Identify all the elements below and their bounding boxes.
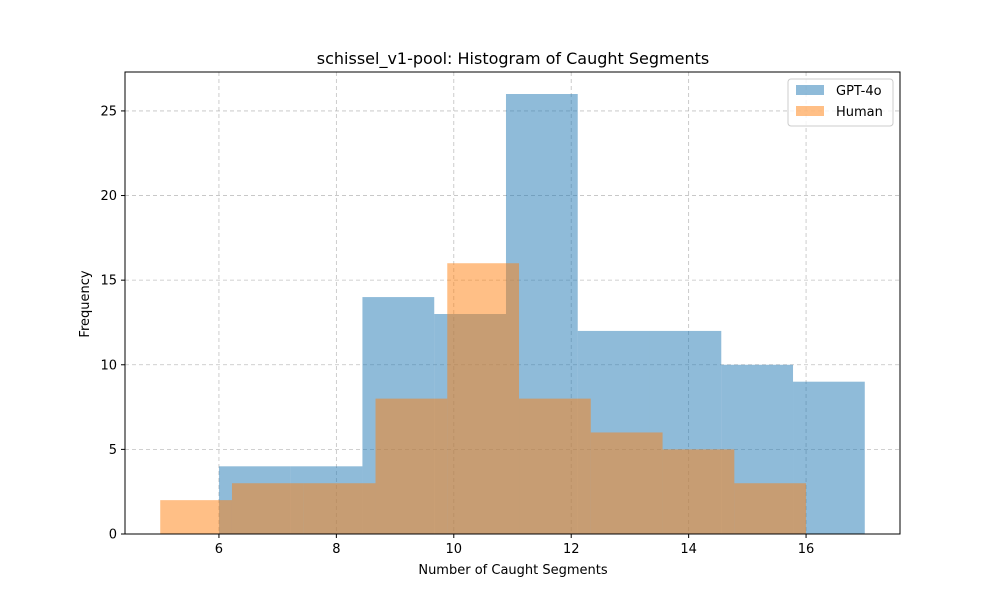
bar-human-5 [519, 398, 591, 534]
y-tick-label: 25 [100, 104, 117, 119]
bar-human-1 [231, 483, 304, 534]
x-tick-label: 10 [446, 542, 463, 557]
x-tick-label: 8 [332, 542, 340, 557]
series-human [160, 263, 807, 534]
x-tick-label: 14 [680, 542, 697, 557]
y-tick-label: 5 [109, 443, 117, 458]
legend-label-human: Human [836, 105, 883, 120]
plot-frame [124, 71, 901, 535]
y-tick-label: 0 [109, 528, 117, 543]
x-tick-label: 16 [798, 542, 815, 557]
bar-human-2 [303, 483, 376, 534]
y-tick-label: 20 [100, 189, 117, 204]
bar-human-6 [590, 432, 663, 534]
y-axis-ticks: 0 5 10 15 20 25 [100, 104, 125, 543]
x-axis-label: Number of Caught Segments [418, 563, 608, 578]
legend-swatch-human [796, 106, 824, 116]
bar-human-0 [160, 500, 232, 534]
bar-human-4 [447, 263, 520, 534]
x-axis-ticks: 6 8 10 12 14 16 [215, 534, 815, 557]
x-tick-label: 12 [563, 542, 580, 557]
y-axis-label: Frequency [78, 270, 93, 337]
bar-human-3 [375, 398, 448, 534]
chart-title: schissel_v1-pool: Histogram of Caught Se… [317, 49, 709, 69]
bar-human-7 [662, 449, 735, 534]
y-tick-label: 15 [100, 274, 117, 289]
bar-human-8 [734, 483, 807, 534]
y-tick-label: 10 [100, 358, 117, 373]
legend-label-gpt-4o: GPT-4o [836, 84, 882, 99]
legend-swatch-gpt-4o [796, 85, 824, 95]
histogram-bars [160, 94, 865, 534]
x-tick-label: 6 [215, 542, 223, 557]
legend: GPT-4o Human [787, 78, 894, 127]
